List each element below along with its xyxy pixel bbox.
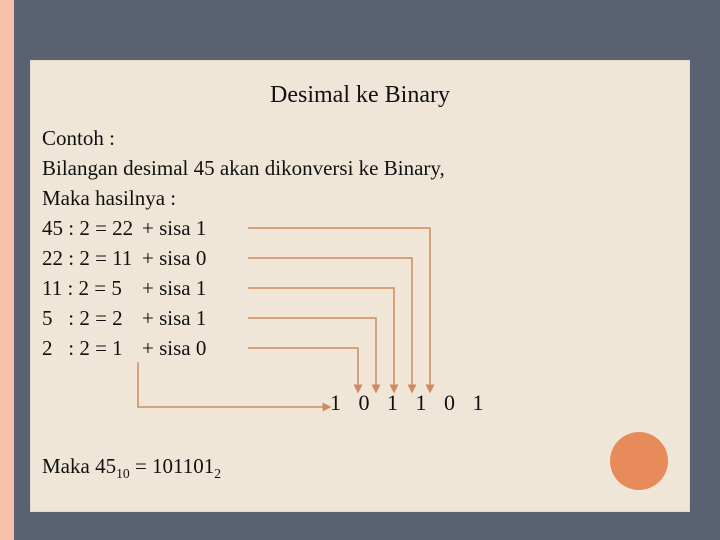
subscript-10: 10 xyxy=(116,466,130,481)
intro-line-1: Contoh : xyxy=(42,123,678,153)
binary-result: 1 0 1 1 0 1 xyxy=(330,390,490,416)
conclusion-line: Maka 4510 = 1011012 xyxy=(42,454,221,482)
step-row: 22 : 2 = 11 + sisa 0 xyxy=(42,243,678,273)
body-text: Contoh : Bilangan desimal 45 akan dikonv… xyxy=(42,123,678,363)
step-lhs: 11 : 2 = 5 xyxy=(42,273,142,303)
slide-title: Desimal ke Binary xyxy=(30,82,690,109)
conclusion-prefix: Maka 45 xyxy=(42,454,116,478)
step-lhs: 45 : 2 = 22 xyxy=(42,213,142,243)
step-rhs: + sisa 1 xyxy=(142,303,206,333)
step-lhs: 5 : 2 = 2 xyxy=(42,303,142,333)
slide-stage: Desimal ke Binary Contoh : Bilangan desi… xyxy=(0,0,720,540)
step-row: 11 : 2 = 5 + sisa 1 xyxy=(42,273,678,303)
step-rhs: + sisa 1 xyxy=(142,273,206,303)
accent-circle-icon xyxy=(610,432,668,490)
step-rhs: + sisa 0 xyxy=(142,333,206,363)
step-row: 45 : 2 = 22 + sisa 1 xyxy=(42,213,678,243)
intro-line-2: Bilangan desimal 45 akan dikonversi ke B… xyxy=(42,153,678,183)
step-lhs: 2 : 2 = 1 xyxy=(42,333,142,363)
division-steps: 45 : 2 = 22 + sisa 1 22 : 2 = 11 + sisa … xyxy=(42,213,678,363)
intro-line-3: Maka hasilnya : xyxy=(42,183,678,213)
content-card: Desimal ke Binary Contoh : Bilangan desi… xyxy=(30,60,690,512)
step-row: 2 : 2 = 1 + sisa 0 xyxy=(42,333,678,363)
left-accent-bar xyxy=(0,0,14,540)
subscript-2: 2 xyxy=(214,466,221,481)
conclusion-mid: = 101101 xyxy=(130,454,215,478)
step-lhs: 22 : 2 = 11 xyxy=(42,243,142,273)
step-rhs: + sisa 1 xyxy=(142,213,206,243)
step-row: 5 : 2 = 2 + sisa 1 xyxy=(42,303,678,333)
step-rhs: + sisa 0 xyxy=(142,243,206,273)
